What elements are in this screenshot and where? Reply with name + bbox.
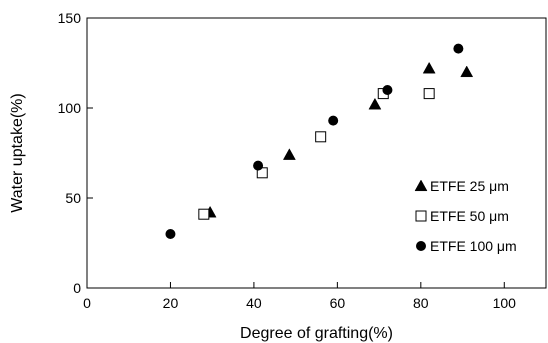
x-tick-label: 80 [413, 295, 429, 311]
y-tick-label: 100 [58, 100, 82, 116]
data-point [422, 61, 436, 74]
data-point [165, 229, 176, 239]
x-tick-label: 100 [493, 295, 517, 311]
legend-label: ETFE 50 μm [430, 208, 509, 224]
x-axis-ticks: 0 20 40 60 80 100 [83, 282, 516, 311]
data-point [382, 85, 393, 95]
x-tick-label: 60 [330, 295, 346, 311]
legend: ETFE 25 μm ETFE 50 μm ETFE 100 μm [414, 178, 517, 254]
data-point [453, 43, 464, 54]
y-axis-ticks: 0 50 100 150 [58, 10, 93, 296]
y-tick-label: 150 [58, 10, 82, 26]
data-point [315, 131, 327, 143]
data-point [368, 97, 382, 110]
x-tick-label: 40 [246, 295, 262, 311]
data-points [165, 43, 474, 239]
data-point [423, 88, 435, 100]
plot-frame [86, 17, 547, 289]
plot-border [86, 17, 547, 289]
y-tick-label: 0 [73, 280, 81, 296]
data-point [198, 208, 210, 220]
data-point [282, 148, 296, 160]
y-tick-label: 50 [65, 190, 81, 206]
series-3 [165, 43, 464, 239]
x-tick-label: 20 [163, 295, 179, 311]
data-point [460, 65, 474, 78]
legend-marker [416, 241, 426, 251]
legend-label: ETFE 25 μm [430, 178, 509, 194]
x-axis-title: Degree of grafting(%) [240, 325, 393, 342]
legend-marker [414, 179, 428, 192]
y-axis-title: Water uptake(%) [9, 93, 26, 212]
data-point [328, 115, 339, 126]
legend-marker [415, 210, 427, 222]
legend-label: ETFE 100 μm [430, 238, 517, 254]
data-point [253, 160, 264, 171]
series-2 [198, 88, 435, 220]
x-tick-label: 0 [83, 295, 91, 311]
